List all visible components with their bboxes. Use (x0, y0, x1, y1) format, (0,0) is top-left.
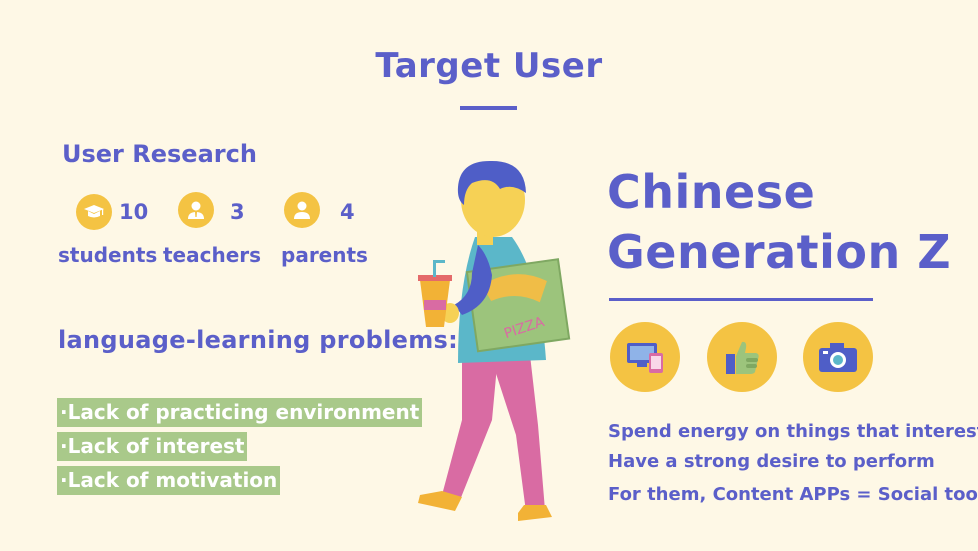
person-illustration: PIZZA (418, 160, 571, 521)
page-title: Target User (375, 46, 603, 86)
problem-item: ·Lack of practicing environment (57, 398, 423, 427)
statement-social-tools: For them, Content APPs = Social tools (608, 484, 978, 505)
teacher-icon (178, 192, 214, 228)
thumbs-up-icon (707, 322, 777, 392)
generation-underline (609, 298, 873, 301)
user-research-heading: User Research (62, 140, 257, 168)
teachers-count: 3 (230, 200, 245, 224)
generation-title-line2: Generation Z (607, 225, 952, 279)
camera-icon (803, 322, 873, 392)
problem-item: ·Lack of motivation (57, 466, 281, 495)
graduation-cap-icon (76, 194, 112, 230)
statement-interest: Spend energy on things that interest the… (608, 421, 978, 442)
title-underline (460, 106, 517, 110)
statement-perform: Have a strong desire to perform (608, 451, 935, 472)
devices-icon (610, 322, 680, 392)
generation-title-line1: Chinese (607, 165, 816, 219)
user-icon (284, 192, 320, 228)
students-count: 10 (119, 200, 149, 224)
teachers-label: teachers (163, 243, 262, 267)
parents-count: 4 (340, 200, 355, 224)
students-label: students (58, 243, 158, 267)
problems-heading: language-learning problems: (58, 326, 459, 354)
parents-label: parents (281, 243, 368, 267)
problem-item: ·Lack of interest (57, 432, 248, 461)
